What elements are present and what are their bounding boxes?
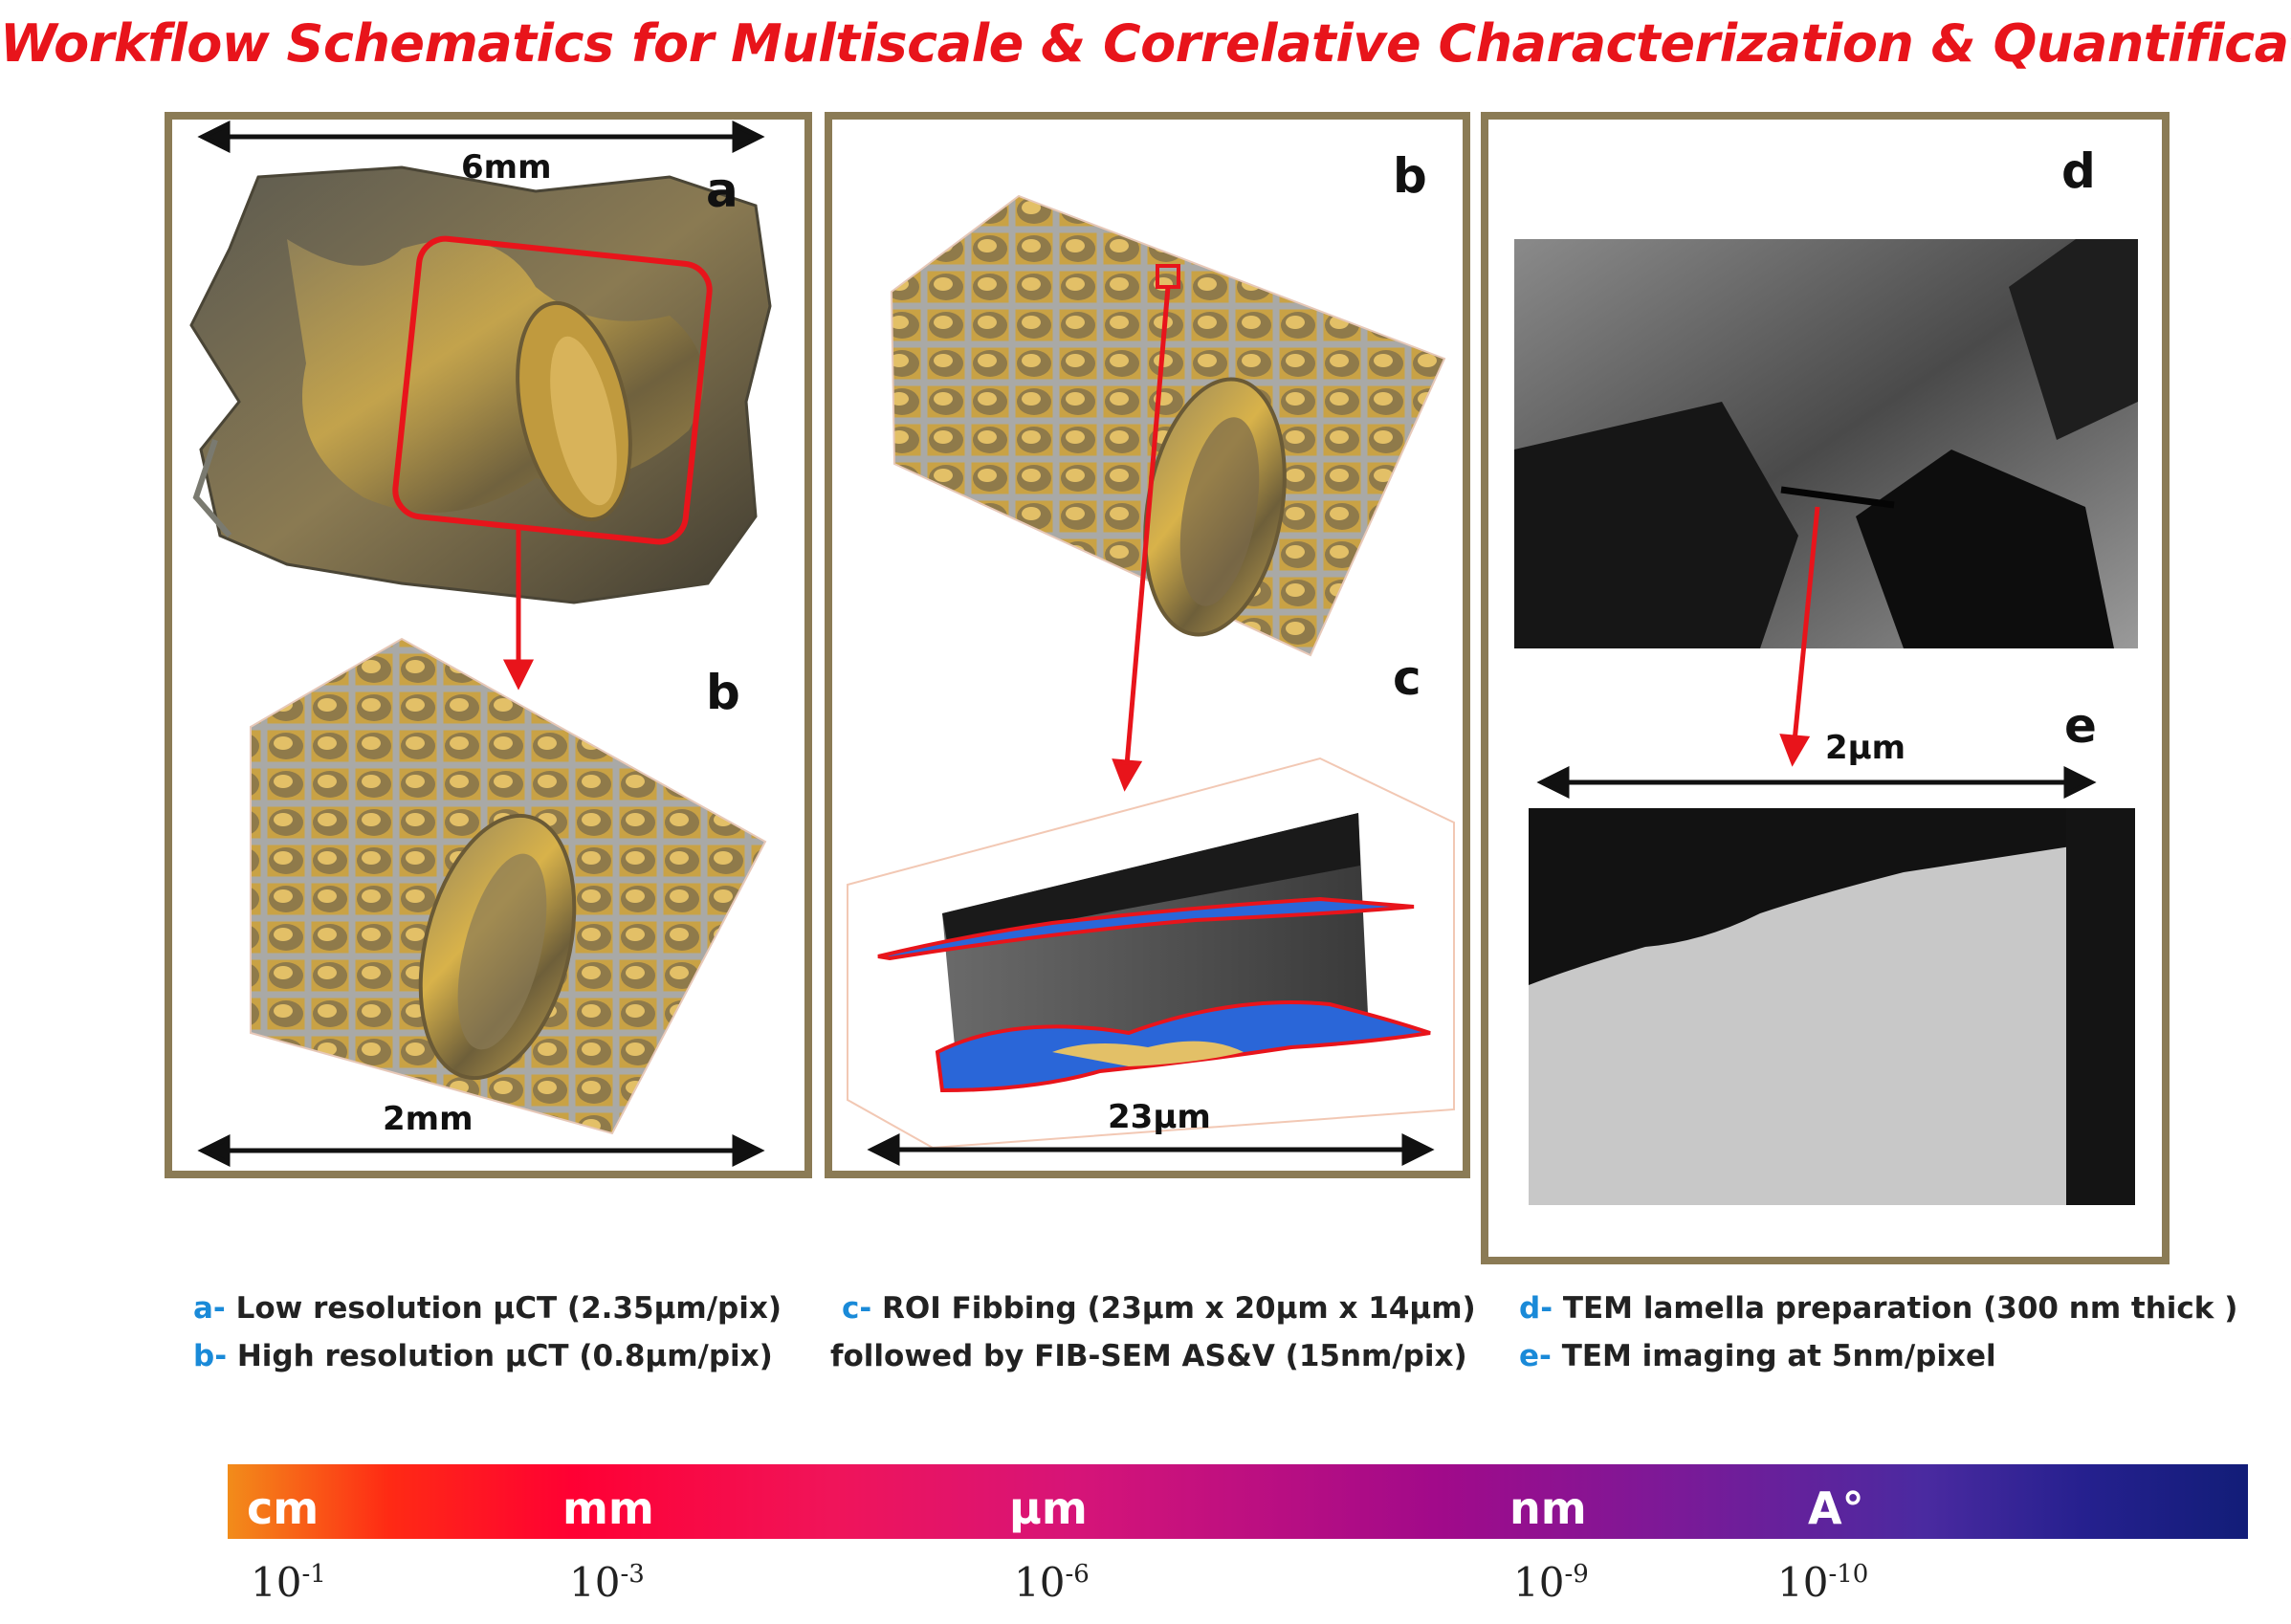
exp-cm: 10-1 bbox=[251, 1559, 326, 1606]
dim-2um: 2μm bbox=[1825, 729, 1906, 767]
caption-c-key: c- bbox=[842, 1291, 872, 1326]
exp-um-power: -6 bbox=[1065, 1560, 1090, 1589]
dim-6mm: 6mm bbox=[461, 148, 552, 187]
caption-d-key: d- bbox=[1519, 1291, 1553, 1326]
figure-title: Workflow Schematics for Multiscale & Cor… bbox=[0, 13, 2291, 74]
exp-um-base: 10 bbox=[1014, 1559, 1066, 1606]
label-c: c bbox=[1393, 650, 1421, 706]
caption-b-key: b- bbox=[193, 1339, 228, 1373]
unit-angstrom: A° bbox=[1808, 1482, 1864, 1534]
exp-angstrom: 10-10 bbox=[1777, 1559, 1868, 1606]
caption-e-key: e- bbox=[1519, 1339, 1552, 1373]
exp-nm: 10-9 bbox=[1513, 1559, 1589, 1606]
unit-cm: cm bbox=[247, 1482, 319, 1534]
roi-box-a bbox=[392, 235, 713, 545]
caption-c: c- ROI Fibbing (23μm x 20μm x 14μm) bbox=[842, 1291, 1476, 1326]
image-d-sem-lamella bbox=[1514, 239, 2138, 648]
workflow-arrows bbox=[502, 286, 1820, 792]
exp-um: 10-6 bbox=[1014, 1559, 1090, 1606]
dim-2mm: 2mm bbox=[383, 1100, 474, 1138]
exp-mm: 10-3 bbox=[569, 1559, 645, 1606]
exp-cm-power: -1 bbox=[301, 1560, 326, 1589]
image-e-tem bbox=[1529, 808, 2135, 1205]
unit-nm: nm bbox=[1509, 1482, 1587, 1534]
label-e: e bbox=[2064, 698, 2097, 754]
label-b-left: b bbox=[706, 665, 740, 720]
caption-c-text: ROI Fibbing (23μm x 20μm x 14μm) bbox=[882, 1291, 1476, 1326]
caption-b: b- High resolution μCT (0.8μm/pix) bbox=[193, 1339, 773, 1373]
exp-angstrom-power: -10 bbox=[1828, 1560, 1869, 1589]
length-scale-bar bbox=[228, 1464, 2248, 1539]
exp-nm-power: -9 bbox=[1564, 1560, 1589, 1589]
exp-cm-base: 10 bbox=[251, 1559, 302, 1606]
image-b-high-res-volume-middle bbox=[890, 194, 1446, 657]
caption-a-text: Low resolution μCT (2.35μm/pix) bbox=[235, 1291, 782, 1326]
caption-d: d- TEM lamella preparation (300 nm thick… bbox=[1519, 1291, 2237, 1326]
caption-b-text: High resolution μCT (0.8μm/pix) bbox=[236, 1339, 773, 1373]
label-a: a bbox=[706, 163, 738, 218]
image-a-low-res-volume bbox=[189, 165, 772, 604]
unit-mm: mm bbox=[562, 1482, 654, 1534]
caption-c-continued: followed by FIB-SEM AS&V (15nm/pix) bbox=[830, 1339, 1467, 1373]
exp-nm-base: 10 bbox=[1513, 1559, 1565, 1606]
unit-um: μm bbox=[1009, 1482, 1088, 1534]
dim-23um: 23μm bbox=[1108, 1098, 1211, 1136]
caption-c2-text: followed by FIB-SEM AS&V (15nm/pix) bbox=[830, 1339, 1467, 1373]
image-c-fib-sem-reconstruction bbox=[847, 757, 1455, 1150]
caption-d-text: TEM lamella preparation (300 nm thick ) bbox=[1562, 1291, 2238, 1326]
caption-a: a- Low resolution μCT (2.35μm/pix) bbox=[193, 1291, 782, 1326]
caption-a-key: a- bbox=[193, 1291, 226, 1326]
exp-mm-power: -3 bbox=[620, 1560, 645, 1589]
caption-e-text: TEM imaging at 5nm/pixel bbox=[1561, 1339, 1996, 1373]
label-d: d bbox=[2061, 143, 2096, 199]
caption-e: e- TEM imaging at 5nm/pixel bbox=[1519, 1339, 1996, 1373]
exp-mm-base: 10 bbox=[569, 1559, 621, 1606]
dimension-arrows bbox=[197, 120, 2097, 1168]
image-b-high-res-volume-left bbox=[250, 637, 767, 1135]
label-b-middle: b bbox=[1393, 148, 1427, 204]
exp-angstrom-base: 10 bbox=[1777, 1559, 1829, 1606]
